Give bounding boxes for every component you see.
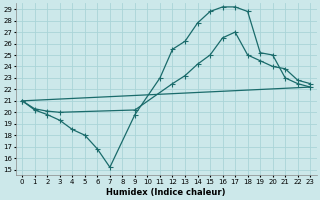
X-axis label: Humidex (Indice chaleur): Humidex (Indice chaleur) [107, 188, 226, 197]
